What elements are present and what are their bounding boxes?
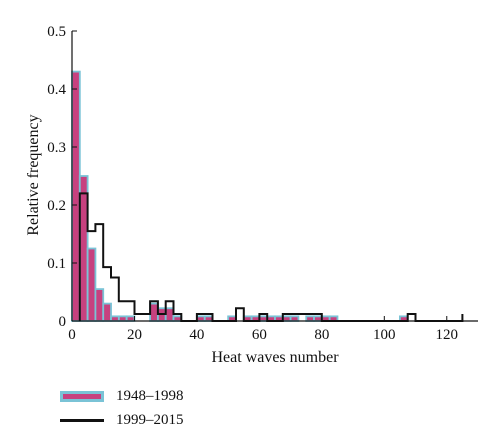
legend-item-1948-1998: 1948–1998 — [60, 384, 184, 408]
bar-6 — [117, 315, 128, 322]
y-tick-label-3: 0.3 — [47, 140, 66, 156]
bar-15 — [203, 315, 214, 322]
bar-24 — [305, 315, 315, 322]
bar-0 — [71, 70, 81, 322]
legend-line-swatch — [60, 418, 104, 422]
bar-25 — [313, 315, 323, 322]
bar-19 — [258, 315, 269, 322]
bar-3 — [94, 288, 105, 322]
x-tick-label-0: 0 — [68, 327, 76, 343]
bar-14 — [196, 315, 206, 322]
bar-12 — [164, 307, 175, 322]
y-tick-label-5: 0.5 — [47, 24, 66, 40]
x-tick-label-100: 100 — [373, 327, 396, 343]
y-tick-label-2: 0.2 — [47, 198, 66, 214]
legend-bar-swatch — [60, 390, 104, 402]
bar-13 — [172, 315, 183, 322]
legend-label-1999-2015: 1999–2015 — [116, 411, 184, 428]
bar-10 — [149, 302, 159, 322]
axes: 0 20 40 60 80 100 120 0 0.1 0.2 0.3 0.4 0.5 — [47, 24, 478, 343]
bar-1 — [78, 175, 89, 322]
x-tick-label-20: 20 — [127, 327, 142, 343]
line-series-1999-2015 — [78, 192, 464, 322]
y-tick-label-1: 0.1 — [47, 256, 66, 272]
x-tick-label-120: 120 — [436, 327, 459, 343]
bar-22 — [281, 315, 292, 322]
bars-series-1948-1998 — [71, 70, 409, 322]
y-tick-label-4: 0.4 — [47, 82, 66, 98]
bar-2 — [86, 247, 97, 322]
bar-7 — [125, 315, 136, 322]
y-tick-label-0: 0 — [59, 314, 67, 330]
x-tick-label-80: 80 — [314, 327, 329, 343]
bar-23 — [289, 315, 300, 322]
legend: 1948–1998 1999–2015 — [60, 384, 184, 432]
legend-label-1948-1998: 1948–1998 — [116, 387, 184, 404]
x-tick-label-40: 40 — [189, 327, 204, 343]
legend-item-1999-2015: 1999–2015 — [60, 408, 184, 432]
bar-5 — [110, 315, 120, 322]
bar-4 — [102, 302, 112, 322]
x-tick-label-60: 60 — [252, 327, 267, 343]
x-axis-title: Heat waves number — [211, 349, 339, 366]
y-axis-title: Relative frequency — [25, 114, 42, 235]
step-line-1999-2015 — [78, 192, 464, 322]
